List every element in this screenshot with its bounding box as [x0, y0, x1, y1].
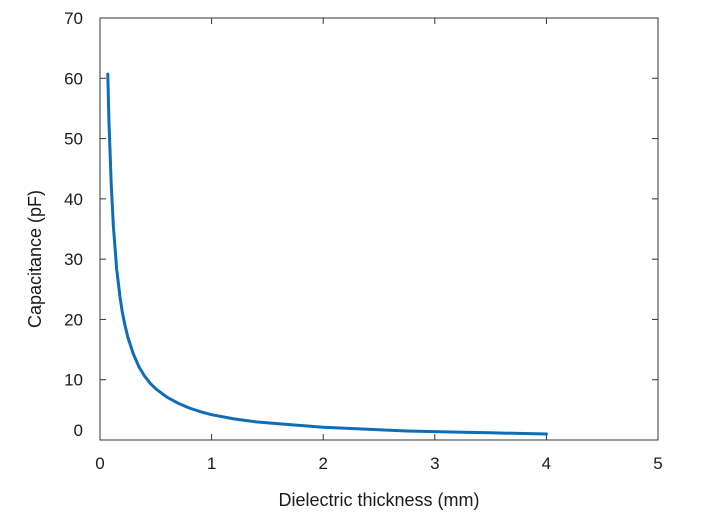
y-axis-label: Capacitance (pF) — [25, 190, 45, 328]
x-tick-label: 3 — [430, 454, 439, 473]
series-line — [106, 72, 548, 436]
y-tick-label: 70 — [64, 9, 83, 28]
x-axis-label: Dielectric thickness (mm) — [278, 490, 479, 510]
x-tick-label: 1 — [207, 454, 216, 473]
y-tick-label: 40 — [64, 190, 83, 209]
x-tick-label: 4 — [542, 454, 551, 473]
y-tick-label: 30 — [64, 250, 83, 269]
x-tick-label: 2 — [318, 454, 327, 473]
y-tick-label: 0 — [74, 421, 83, 440]
x-tick-label: 0 — [95, 454, 104, 473]
y-tick-label: 50 — [64, 130, 83, 149]
y-tick-label: 60 — [64, 69, 83, 88]
y-tick-label: 10 — [64, 371, 83, 390]
x-tick-label: 5 — [653, 454, 662, 473]
plot-frame — [99, 17, 659, 441]
y-tick-label: 20 — [64, 310, 83, 329]
